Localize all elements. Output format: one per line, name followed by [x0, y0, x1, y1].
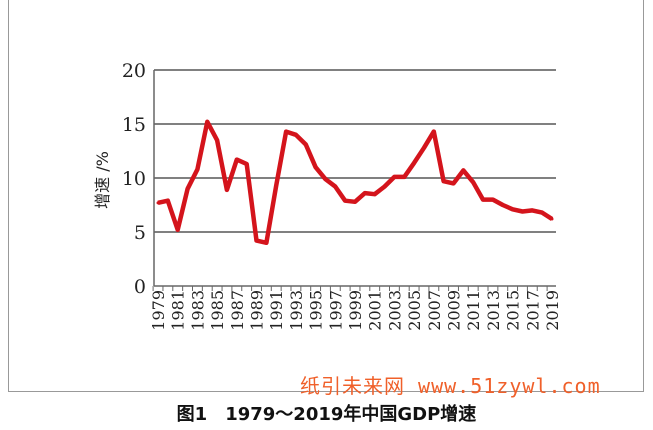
data-point — [176, 228, 180, 232]
x-tick-label: 2007 — [425, 290, 444, 331]
data-point — [215, 138, 219, 142]
data-point — [205, 120, 209, 124]
data-point — [294, 133, 298, 137]
x-tick-label: 2015 — [504, 290, 523, 331]
data-point — [343, 199, 347, 203]
x-tick-label: 1979 — [149, 290, 168, 331]
data-point — [392, 175, 396, 179]
data-point — [235, 158, 239, 162]
x-tick-label: 1981 — [169, 290, 188, 331]
figure-caption: 图1 1979～2019年中国GDP增速 — [176, 404, 477, 425]
data-point — [530, 208, 534, 212]
data-point — [422, 146, 426, 150]
data-point — [333, 185, 337, 189]
data-point — [520, 209, 524, 213]
data-point — [383, 185, 387, 189]
x-tick-label: 2005 — [405, 290, 424, 331]
data-point — [304, 143, 308, 147]
x-tick-label: 1987 — [228, 290, 247, 331]
grid — [153, 69, 556, 287]
x-tick-label: 2009 — [445, 290, 464, 331]
x-tick-label: 2013 — [484, 290, 503, 331]
data-point — [314, 165, 318, 169]
figure-frame — [8, 0, 644, 392]
data-point — [471, 180, 475, 184]
y-tick-label: 15 — [122, 114, 146, 136]
data-point — [550, 217, 554, 221]
x-tick-label: 1985 — [208, 290, 227, 331]
data-point — [225, 188, 229, 192]
y-tick-label: 5 — [134, 222, 146, 244]
data-point — [255, 239, 258, 243]
y-tick-label: 10 — [122, 168, 146, 190]
x-tick-label: 1995 — [307, 290, 326, 331]
data-point — [264, 241, 268, 245]
x-tick-label: 1997 — [326, 290, 345, 331]
x-tick-label: 2001 — [366, 290, 385, 331]
data-point — [402, 175, 406, 179]
x-tick-label: 2003 — [385, 290, 404, 331]
y-tick-label: 20 — [122, 60, 146, 82]
x-tick-label: 2017 — [523, 290, 542, 331]
x-tick-label: 1989 — [248, 290, 267, 331]
data-point — [166, 199, 170, 203]
data-point — [412, 161, 416, 165]
data-point — [363, 191, 367, 195]
data-point — [540, 211, 544, 215]
data-point — [452, 181, 455, 185]
y-axis-label: 增速 /% — [93, 151, 112, 209]
data-point — [373, 192, 377, 196]
series — [156, 119, 554, 246]
data-point — [245, 162, 249, 166]
data-point — [274, 184, 278, 188]
data-point — [432, 130, 436, 134]
data-point — [442, 179, 446, 183]
y-tick-label: 0 — [134, 276, 146, 298]
y-ticks: 0 5 10 15 20 — [122, 60, 146, 298]
data-point — [195, 167, 199, 171]
data-point — [186, 187, 190, 191]
data-point — [284, 130, 288, 134]
data-point — [501, 203, 505, 207]
x-tick-label: 2011 — [464, 290, 483, 331]
data-point — [461, 168, 465, 172]
x-tick-label: 1999 — [346, 290, 365, 331]
data-point — [156, 201, 160, 205]
data-point — [323, 177, 327, 181]
data-point — [481, 198, 485, 202]
x-tick-label: 1991 — [267, 290, 286, 331]
x-tick-label: 2019 — [543, 290, 562, 331]
x-ticks: 1979 1981 1983 1985 1987 1989 1991 1993 1995 1997… — [149, 286, 562, 331]
data-point — [353, 200, 357, 204]
watermark: 纸引未来网 www.51zywl.com — [300, 374, 601, 398]
x-tick-label: 1983 — [188, 290, 207, 331]
x-tick-label: 1993 — [287, 290, 306, 331]
data-point — [491, 198, 495, 202]
data-point — [511, 207, 515, 211]
